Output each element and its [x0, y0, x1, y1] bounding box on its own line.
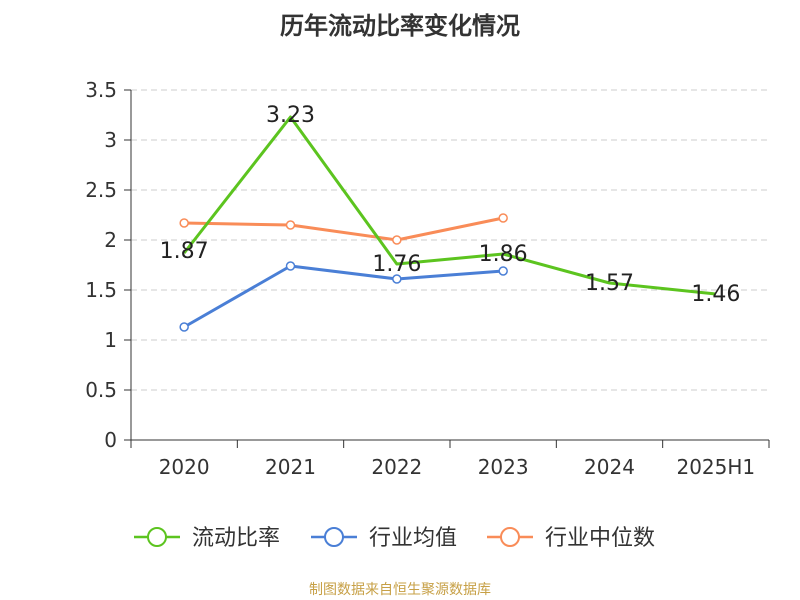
axes: 0 0.5 1 1.5 2 2.5 3 3.5 2020 2021 2022 2023 2024 2025…	[85, 78, 770, 479]
data-label: 1.86	[479, 242, 528, 267]
data-point	[392, 274, 402, 284]
gridlines	[131, 89, 769, 391]
series-lines	[179, 115, 716, 332]
legend-label: 行业均值	[369, 526, 457, 551]
data-label: 1.87	[160, 239, 209, 264]
x-tick-label: 2022	[371, 455, 422, 479]
series-line	[184, 216, 504, 242]
y-tick-label: 3	[104, 128, 117, 152]
data-label: 1.46	[691, 282, 740, 307]
data-label: 1.76	[372, 252, 421, 277]
data-label: 1.57	[585, 271, 634, 296]
x-tick-label: 2020	[159, 455, 210, 479]
legend-marker	[324, 527, 344, 547]
series-line	[183, 264, 504, 329]
data-point	[498, 213, 508, 223]
data-point	[498, 266, 508, 276]
data-point	[179, 218, 189, 228]
data-labels: 1.87 3.23 1.76 1.86 1.57 1.46	[160, 103, 741, 307]
data-label: 3.23	[266, 103, 315, 128]
legend-marker	[147, 527, 167, 547]
y-tick-label: 1	[104, 328, 117, 352]
legend-item[interactable]: 行业中位数	[487, 526, 655, 551]
y-tick-label: 1.5	[85, 278, 117, 302]
x-tick-label: 2021	[265, 455, 316, 479]
data-point	[179, 322, 189, 332]
x-tick-label: 2023	[478, 455, 529, 479]
y-tick-label: 3.5	[85, 78, 117, 102]
data-point	[285, 261, 296, 271]
data-point	[285, 220, 296, 230]
x-tick-label: 2024	[584, 455, 635, 479]
legend-label: 行业中位数	[545, 526, 655, 551]
legend-label: 流动比率	[192, 526, 280, 551]
series-line	[182, 115, 716, 296]
legend[interactable]: 流动比率 行业均值 行业中位数	[134, 526, 655, 551]
x-tick-label: 2025H1	[676, 455, 755, 479]
y-tick-label: 0	[104, 428, 117, 452]
legend-item[interactable]: 行业均值	[311, 526, 457, 551]
y-tick-label: 0.5	[85, 378, 117, 402]
y-tick-label: 2	[104, 228, 117, 252]
source-note: 制图数据来自恒生聚源数据库	[309, 582, 491, 598]
chart-title: 历年流动比率变化情况	[280, 12, 520, 40]
y-tick-label: 2.5	[85, 178, 117, 202]
legend-marker	[500, 527, 520, 547]
data-point	[392, 235, 402, 245]
legend-item[interactable]: 流动比率	[134, 526, 280, 551]
